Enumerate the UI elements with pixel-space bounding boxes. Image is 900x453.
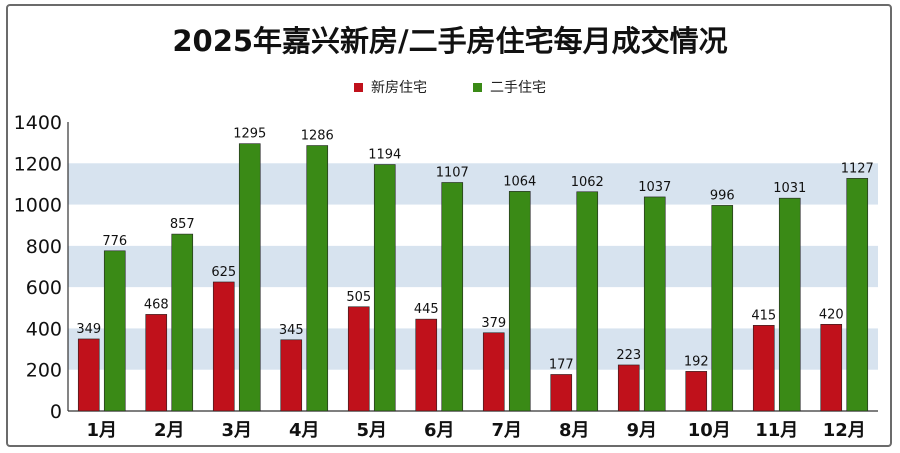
x-category-label: 6月 (424, 420, 455, 441)
value-label-new-homes: 192 (684, 354, 709, 369)
value-label-new-homes: 445 (414, 302, 439, 317)
value-label-resale-homes: 1295 (233, 127, 266, 142)
y-tick-label: 1400 (14, 112, 62, 134)
y-tick-label: 400 (26, 318, 62, 340)
x-category-label: 4月 (289, 420, 320, 441)
bar-resale-homes (171, 233, 194, 412)
y-tick-label: 1000 (14, 195, 62, 217)
x-category-label: 5月 (356, 420, 387, 441)
value-label-new-homes: 505 (346, 290, 371, 305)
value-label-new-homes: 349 (76, 322, 101, 337)
legend-item-new-homes: 新房住宅 (354, 77, 427, 97)
bar-resale-homes (103, 250, 126, 412)
value-label-new-homes: 177 (549, 357, 574, 372)
x-category-label: 10月 (688, 420, 731, 441)
value-label-resale-homes: 1064 (503, 174, 536, 189)
x-category-label: 8月 (559, 420, 590, 441)
value-label-new-homes: 625 (211, 265, 236, 280)
bar-new-homes (347, 306, 370, 412)
bar-resale-homes (508, 191, 531, 412)
bar-resale-homes (441, 182, 464, 412)
value-label-resale-homes: 996 (710, 188, 735, 203)
x-category-label: 9月 (626, 420, 657, 441)
bar-resale-homes (306, 145, 329, 412)
bar-new-homes (685, 371, 708, 412)
bar-new-homes (145, 314, 168, 412)
bar-new-homes (415, 318, 438, 412)
value-label-resale-homes: 1037 (638, 180, 671, 195)
grid-band (68, 328, 878, 370)
grid-band (68, 245, 878, 288)
bar-new-homes (280, 339, 303, 412)
value-label-resale-homes: 776 (102, 234, 127, 249)
bar-resale-homes (643, 196, 666, 412)
bar-new-homes (77, 338, 100, 412)
value-label-resale-homes: 857 (170, 217, 195, 232)
value-label-new-homes: 223 (616, 348, 641, 363)
value-label-new-homes: 379 (481, 316, 506, 331)
value-label-resale-homes: 1107 (436, 165, 469, 180)
y-tick-label: 200 (26, 360, 62, 382)
bar-resale-homes (238, 143, 261, 412)
value-label-new-homes: 415 (751, 308, 776, 323)
legend: 新房住宅 二手住宅 (0, 77, 900, 97)
bar-new-homes (820, 323, 843, 412)
value-label-resale-homes: 1127 (841, 161, 874, 176)
legend-label-new-homes: 新房住宅 (371, 80, 427, 96)
y-tick-label: 600 (26, 277, 62, 299)
x-category-label: 7月 (491, 420, 522, 441)
value-label-resale-homes: 1062 (571, 175, 604, 190)
bar-new-homes (617, 364, 640, 412)
legend-item-resale-homes: 二手住宅 (473, 77, 546, 97)
bar-resale-homes (778, 197, 801, 412)
value-label-resale-homes: 1031 (773, 181, 806, 196)
value-label-new-homes: 345 (279, 323, 304, 338)
bar-resale-homes (846, 178, 869, 412)
value-label-new-homes: 468 (144, 297, 169, 312)
bar-new-homes (482, 332, 505, 412)
y-tick-label: 0 (50, 401, 62, 423)
x-category-label: 3月 (221, 420, 252, 441)
value-label-resale-homes: 1286 (301, 129, 334, 144)
legend-swatch-resale-homes (473, 82, 482, 92)
bar-new-homes (752, 325, 775, 412)
bar-resale-homes (576, 191, 599, 412)
value-label-new-homes: 420 (819, 307, 844, 322)
bar-new-homes (212, 281, 235, 412)
value-label-resale-homes: 1194 (368, 148, 401, 163)
bar-resale-homes (373, 164, 396, 412)
x-category-label: 2月 (154, 420, 185, 441)
x-category-label: 11月 (755, 420, 798, 441)
grid-band (68, 163, 878, 205)
chart-title: 2025年嘉兴新房/二手房住宅每月成交情况 (172, 24, 728, 58)
x-category-label: 1月 (86, 420, 117, 441)
y-tick-label: 1200 (14, 153, 62, 175)
bar-resale-homes (711, 205, 734, 412)
y-tick-label: 800 (26, 236, 62, 258)
legend-label-resale-homes: 二手住宅 (490, 80, 546, 96)
x-category-label: 12月 (823, 420, 866, 441)
legend-swatch-new-homes (354, 82, 363, 92)
bar-new-homes (550, 374, 573, 412)
